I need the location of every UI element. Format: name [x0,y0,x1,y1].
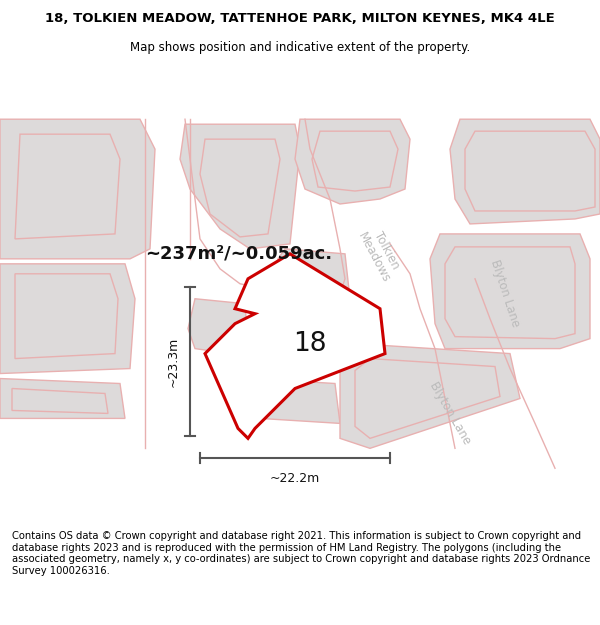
Polygon shape [12,389,108,413]
Polygon shape [180,124,300,249]
Polygon shape [295,119,410,204]
Text: Blyton Lane: Blyton Lane [427,380,473,447]
Text: ~237m²/~0.059ac.: ~237m²/~0.059ac. [145,245,332,263]
Polygon shape [450,119,600,224]
Text: Contains OS data © Crown copyright and database right 2021. This information is : Contains OS data © Crown copyright and d… [12,531,590,576]
Polygon shape [15,134,120,239]
Text: Map shows position and indicative extent of the property.: Map shows position and indicative extent… [130,41,470,54]
Text: 18, TOLKIEN MEADOW, TATTENHOE PARK, MILTON KEYNES, MK4 4LE: 18, TOLKIEN MEADOW, TATTENHOE PARK, MILT… [45,12,555,26]
Text: ~23.3m: ~23.3m [167,336,180,387]
Polygon shape [0,119,155,259]
Text: ~22.2m: ~22.2m [270,472,320,485]
Text: Blyton Lane: Blyton Lane [488,258,522,329]
Polygon shape [0,448,600,528]
Polygon shape [130,119,200,448]
Polygon shape [188,299,248,354]
Polygon shape [465,131,595,211]
Polygon shape [0,379,125,418]
Polygon shape [15,274,118,359]
Polygon shape [252,379,340,423]
Polygon shape [355,359,500,438]
Text: 18: 18 [293,331,327,357]
Polygon shape [200,139,280,237]
Polygon shape [205,254,385,438]
Polygon shape [300,259,600,528]
Polygon shape [430,234,590,349]
Polygon shape [0,264,135,374]
Text: Tolkien
Meadows: Tolkien Meadows [355,223,406,285]
Polygon shape [312,131,398,191]
Polygon shape [165,119,400,299]
Polygon shape [445,247,575,339]
Polygon shape [270,249,350,334]
Polygon shape [340,344,520,448]
